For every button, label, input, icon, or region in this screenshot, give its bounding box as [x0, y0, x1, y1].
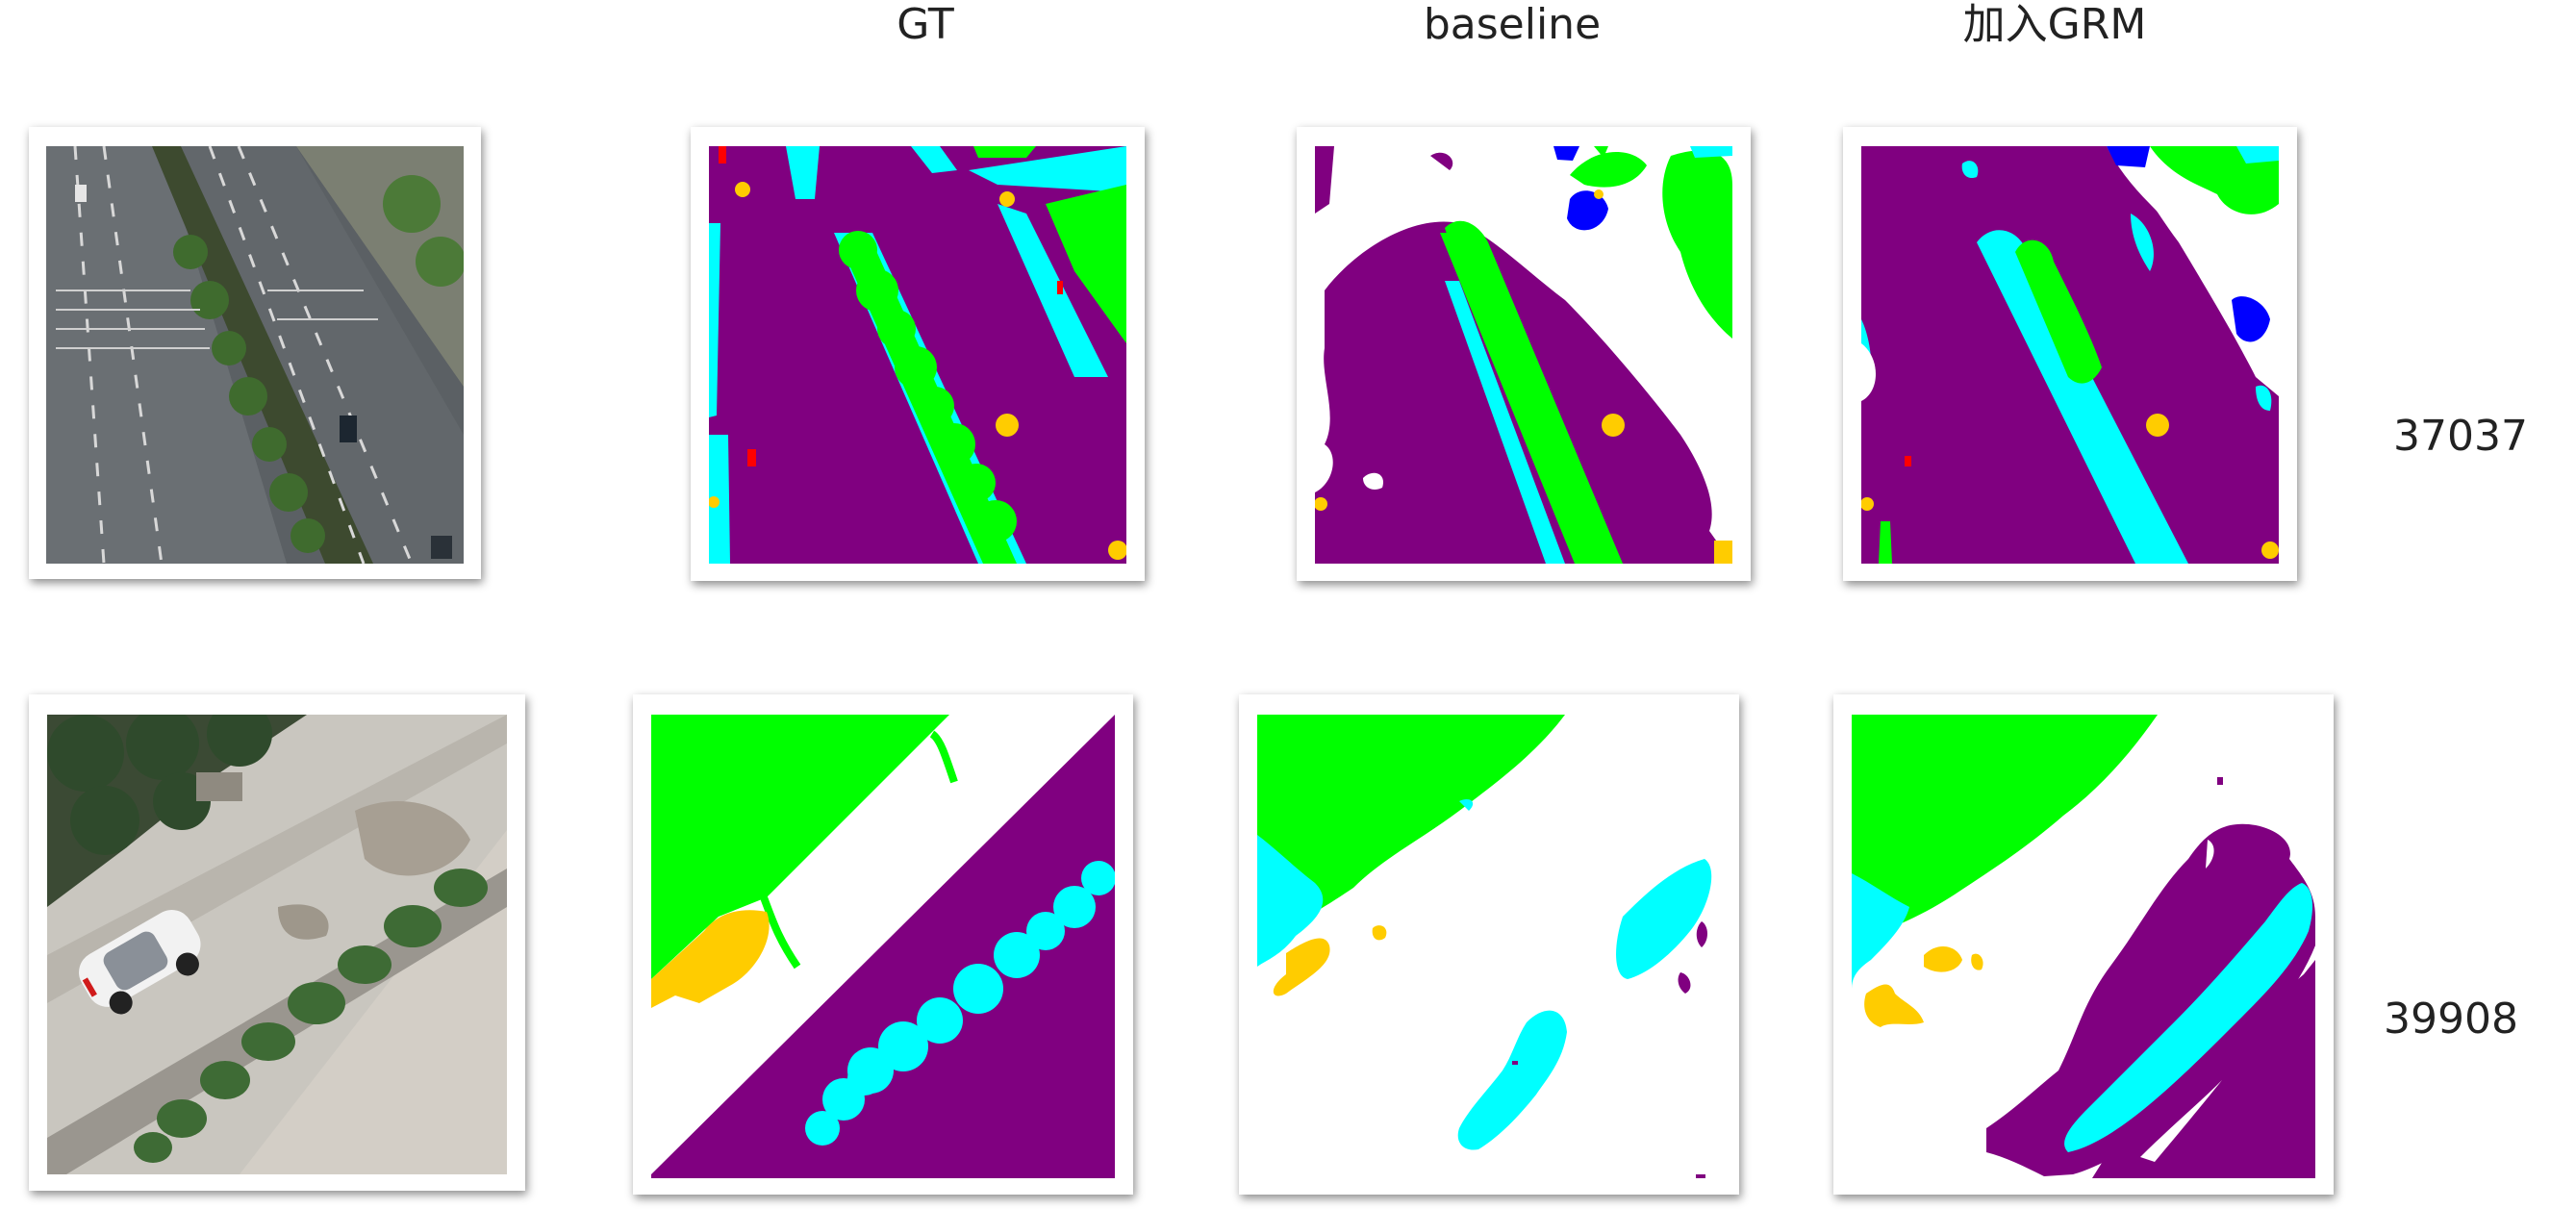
- row2-baseline-mask: [1239, 694, 1739, 1195]
- row1-baseline-segmentation: [1315, 146, 1732, 564]
- row1-gt-segmentation: [709, 146, 1126, 564]
- row1-grm-mask: [1843, 127, 2297, 581]
- row1-baseline-mask: [1297, 127, 1751, 581]
- row-label-37037: 37037: [2393, 412, 2528, 461]
- column-title-grm: 加入GRM: [1962, 0, 2147, 49]
- row1-grm-segmentation: [1861, 146, 2279, 564]
- column-title-baseline: baseline: [1423, 0, 1602, 49]
- row2-grm-mask: [1833, 694, 2334, 1195]
- row1-photo: [46, 146, 464, 564]
- row2-photo: [47, 715, 507, 1174]
- row2-original-image: [29, 694, 525, 1191]
- row2-gt-mask: [633, 694, 1133, 1195]
- row2-baseline-segmentation: [1257, 715, 1721, 1178]
- row-label-39908: 39908: [2384, 995, 2518, 1044]
- row2-grm-segmentation: [1852, 715, 2315, 1178]
- row2-gt-segmentation: [651, 715, 1115, 1178]
- row1-original-image: [29, 127, 481, 579]
- row1-gt-mask: [691, 127, 1145, 581]
- column-title-gt: GT: [897, 0, 954, 49]
